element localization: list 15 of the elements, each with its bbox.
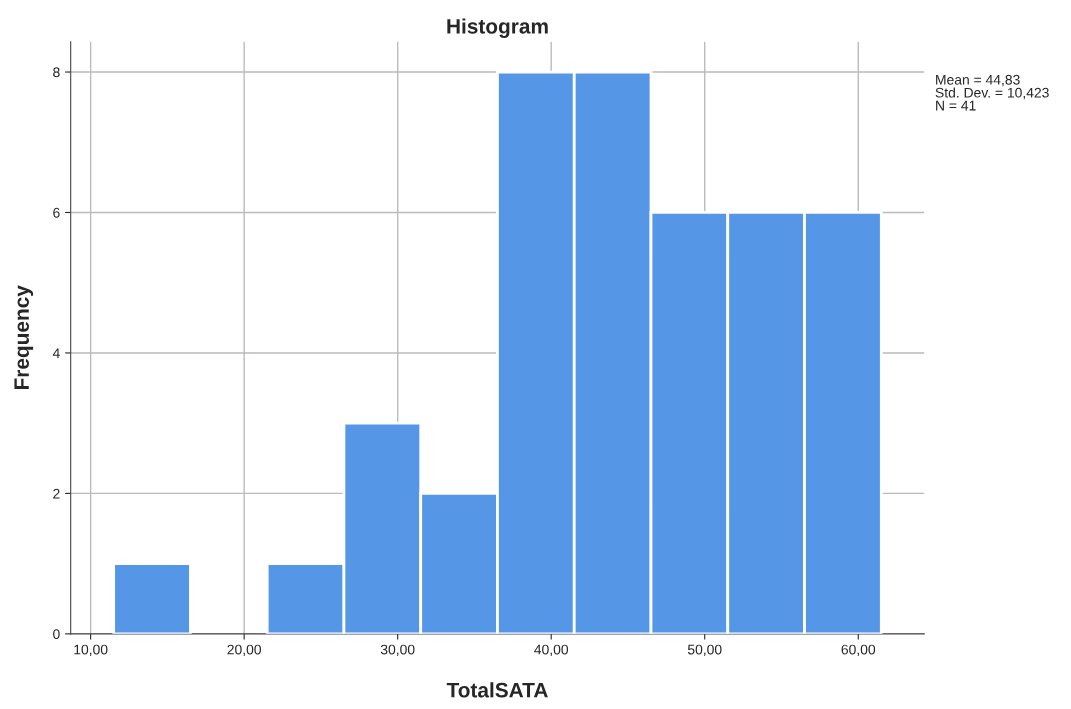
x-tick-label: 30,00 bbox=[380, 644, 415, 657]
x-tick-label: 60,00 bbox=[841, 644, 876, 657]
x-axis-title: TotalSATA bbox=[446, 682, 548, 698]
y-tick-label: 0 bbox=[53, 629, 60, 640]
y-tick-label: 4 bbox=[52, 348, 60, 358]
x-tick-label: 20,00 bbox=[227, 644, 261, 657]
x-tick-label: 40,00 bbox=[534, 644, 569, 657]
y-tick-label: 8 bbox=[53, 67, 60, 78]
text: Mean = 44,83 Std. Dev. = 10,423 N = 41 bbox=[935, 74, 1049, 111]
chart-title: Histogram bbox=[447, 18, 548, 38]
y-tick-label: 2 bbox=[53, 488, 60, 499]
y-axis-title: Frequency bbox=[14, 285, 34, 390]
x-tick-label: 10,00 bbox=[74, 644, 108, 657]
y-tick-label: 6 bbox=[53, 207, 60, 218]
x-tick-label: 50,00 bbox=[687, 644, 722, 657]
